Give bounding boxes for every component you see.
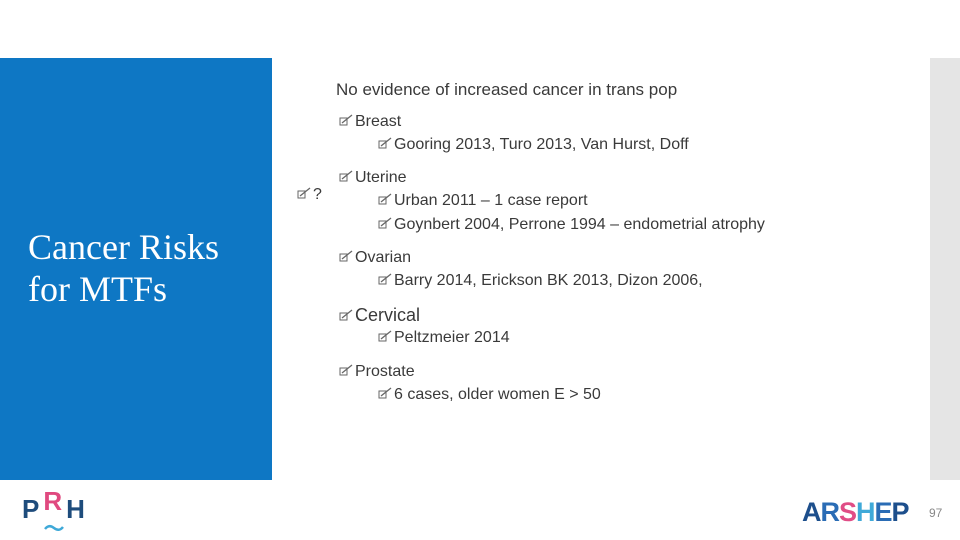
logo-arshep: ARSHEP bbox=[802, 497, 910, 528]
bullet-icon bbox=[377, 330, 394, 342]
logo-letter: R bbox=[820, 497, 840, 527]
bullet-icon bbox=[377, 387, 394, 399]
sub-item: Goynbert 2004, Perrone 1994 – endometria… bbox=[377, 215, 765, 235]
sub-item: Peltzmeier 2014 bbox=[377, 328, 510, 348]
logo-letter: A bbox=[802, 497, 821, 527]
sub-item-text: 6 cases, older women E > 50 bbox=[394, 386, 601, 403]
bullet-item: Prostate bbox=[338, 362, 415, 382]
bullet-item: Cervical bbox=[338, 305, 420, 325]
bullet-icon bbox=[338, 114, 355, 126]
sub-item-text: Goynbert 2004, Perrone 1994 – endometria… bbox=[394, 216, 765, 233]
logo-letter: P bbox=[891, 497, 910, 527]
sub-item-text: Peltzmeier 2014 bbox=[394, 329, 510, 346]
bullet-icon bbox=[338, 309, 355, 321]
sub-item-text: Gooring 2013, Turo 2013, Van Hurst, Doff bbox=[394, 136, 689, 153]
logo-letter: P bbox=[22, 494, 44, 524]
logo-letter: H bbox=[66, 494, 89, 524]
logo-letter: E bbox=[874, 497, 893, 527]
bullet-item: Ovarian bbox=[338, 248, 411, 268]
logo-prh: PRH bbox=[22, 486, 89, 531]
bullet-item-text: Cervical bbox=[355, 305, 421, 325]
bullet-item-text: Uterine bbox=[355, 169, 407, 186]
sub-item: Urban 2011 – 1 case report bbox=[377, 191, 588, 211]
sub-item: Gooring 2013, Turo 2013, Van Hurst, Doff bbox=[377, 135, 689, 155]
question-bullet-text: ? bbox=[313, 186, 322, 203]
sub-item: Barry 2014, Erickson BK 2013, Dizon 2006… bbox=[377, 271, 703, 291]
logo-letter: S bbox=[839, 497, 857, 527]
bullet-icon bbox=[296, 187, 313, 199]
side-strip bbox=[930, 58, 960, 480]
bullet-icon bbox=[338, 364, 355, 376]
bullet-item: Uterine bbox=[338, 168, 407, 188]
sub-item-text: Barry 2014, Erickson BK 2013, Dizon 2006… bbox=[394, 272, 703, 289]
question-bullet: ? bbox=[296, 185, 322, 205]
logo-letter: H bbox=[856, 497, 875, 527]
page-number: 97 bbox=[929, 506, 943, 520]
bullet-icon bbox=[377, 273, 394, 285]
bullet-icon bbox=[338, 170, 355, 182]
bullet-item-text: Ovarian bbox=[355, 249, 412, 266]
bullet-icon bbox=[377, 137, 394, 149]
side-panel bbox=[0, 58, 272, 480]
bullet-item-text: Breast bbox=[355, 113, 402, 130]
logo-letter: R bbox=[43, 486, 67, 516]
sub-item: 6 cases, older women E > 50 bbox=[377, 385, 601, 405]
logo-wave bbox=[44, 525, 64, 531]
bullet-icon bbox=[377, 193, 394, 205]
bullet-icon bbox=[338, 250, 355, 262]
header-text: No evidence of increased cancer in trans… bbox=[336, 80, 678, 99]
bullet-icon bbox=[377, 217, 394, 229]
sub-item-text: Urban 2011 – 1 case report bbox=[394, 192, 588, 209]
bullet-item: Breast bbox=[338, 112, 401, 132]
bullet-item-text: Prostate bbox=[355, 363, 415, 380]
slide-title: Cancer Risks for MTFs bbox=[28, 227, 219, 309]
